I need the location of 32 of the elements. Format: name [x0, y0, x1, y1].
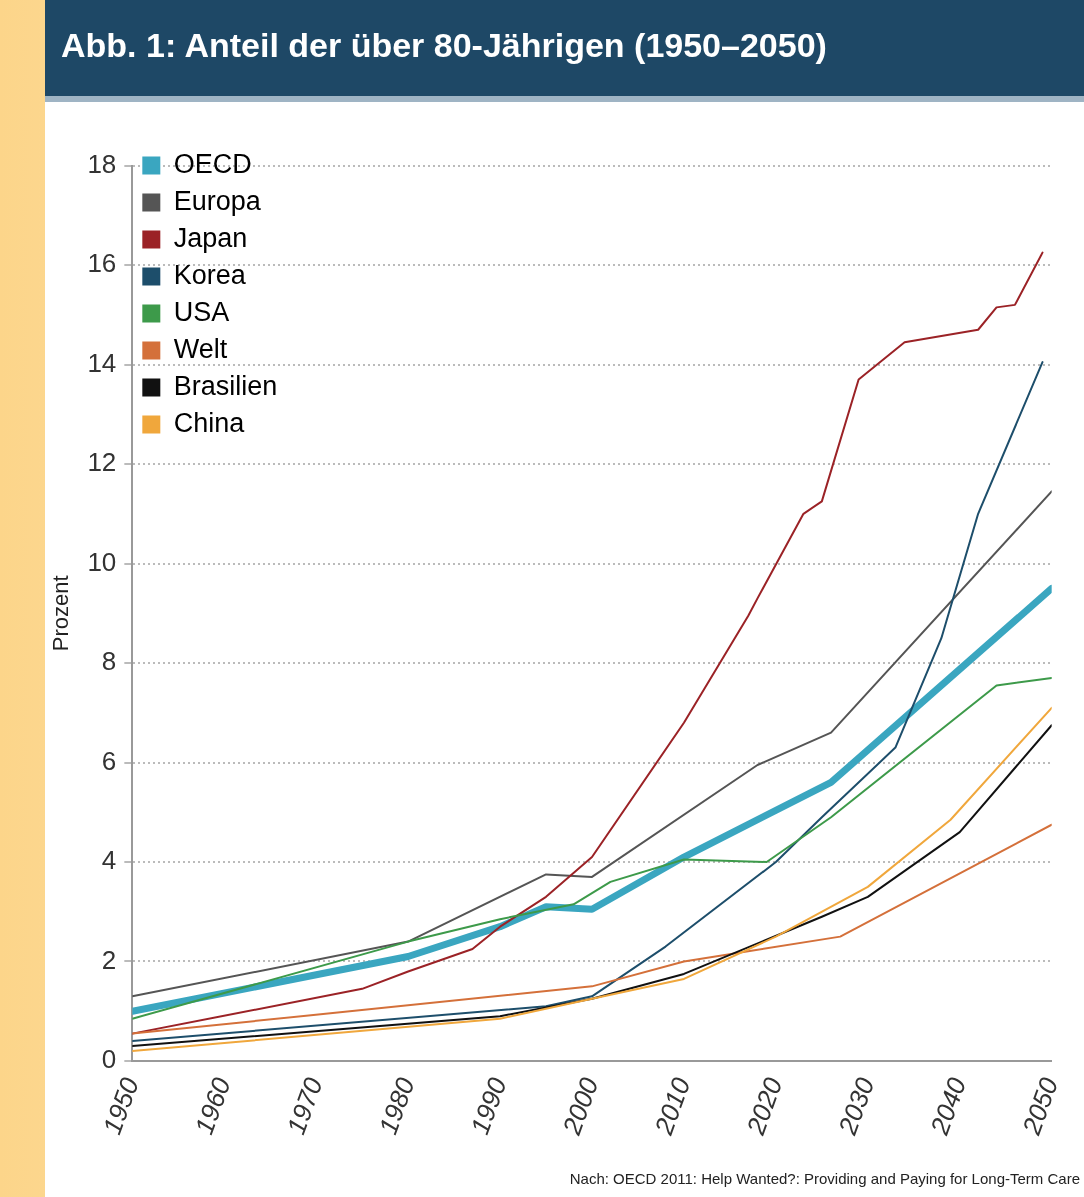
x-tick-label: 1960: [188, 1073, 237, 1139]
x-tick-label: 1970: [280, 1073, 329, 1139]
legend-label: USA: [173, 296, 230, 327]
y-tick-label: 8: [101, 646, 117, 677]
legend-label: Europa: [173, 185, 262, 216]
y-tick-label: 10: [87, 546, 117, 577]
legend-label: Japan: [173, 222, 248, 253]
y-tick-label: 4: [101, 845, 117, 876]
x-tick-label: 2040: [923, 1073, 973, 1140]
legend-label: China: [173, 407, 246, 438]
chart-title: Abb. 1: Anteil der über 80-Jährigen (1950–2050): [61, 26, 827, 65]
x-tick-label: 1980: [372, 1073, 421, 1139]
legend-label: Korea: [173, 259, 247, 290]
legend-label: Brasilien: [173, 370, 278, 401]
x-tick-label: 1950: [96, 1073, 145, 1139]
y-axis-title: Prozent: [48, 575, 74, 652]
y-tick-label: 18: [87, 148, 117, 179]
legend-label: OECD: [173, 148, 252, 179]
text: Nach: OECD 2011: Help Wanted?: Providing and Paying for Long-Term Care: [569, 1170, 1080, 1187]
y-tick-label: 14: [87, 347, 117, 378]
y-tick-label: 12: [87, 447, 117, 478]
y-tick-label: 2: [101, 944, 117, 975]
y-tick-label: 16: [87, 248, 117, 279]
x-tick-label: 2010: [648, 1073, 697, 1140]
y-tick-label: 6: [101, 745, 117, 776]
y-tick-label: 0: [101, 1044, 117, 1075]
x-tick-label: 2030: [831, 1073, 881, 1140]
legend-label: Welt: [173, 333, 228, 364]
x-tick-label: 2050: [1015, 1073, 1065, 1140]
x-tick-label: 2000: [556, 1073, 605, 1140]
x-tick-label: 1990: [464, 1073, 513, 1139]
x-tick-label: 2020: [739, 1073, 789, 1140]
